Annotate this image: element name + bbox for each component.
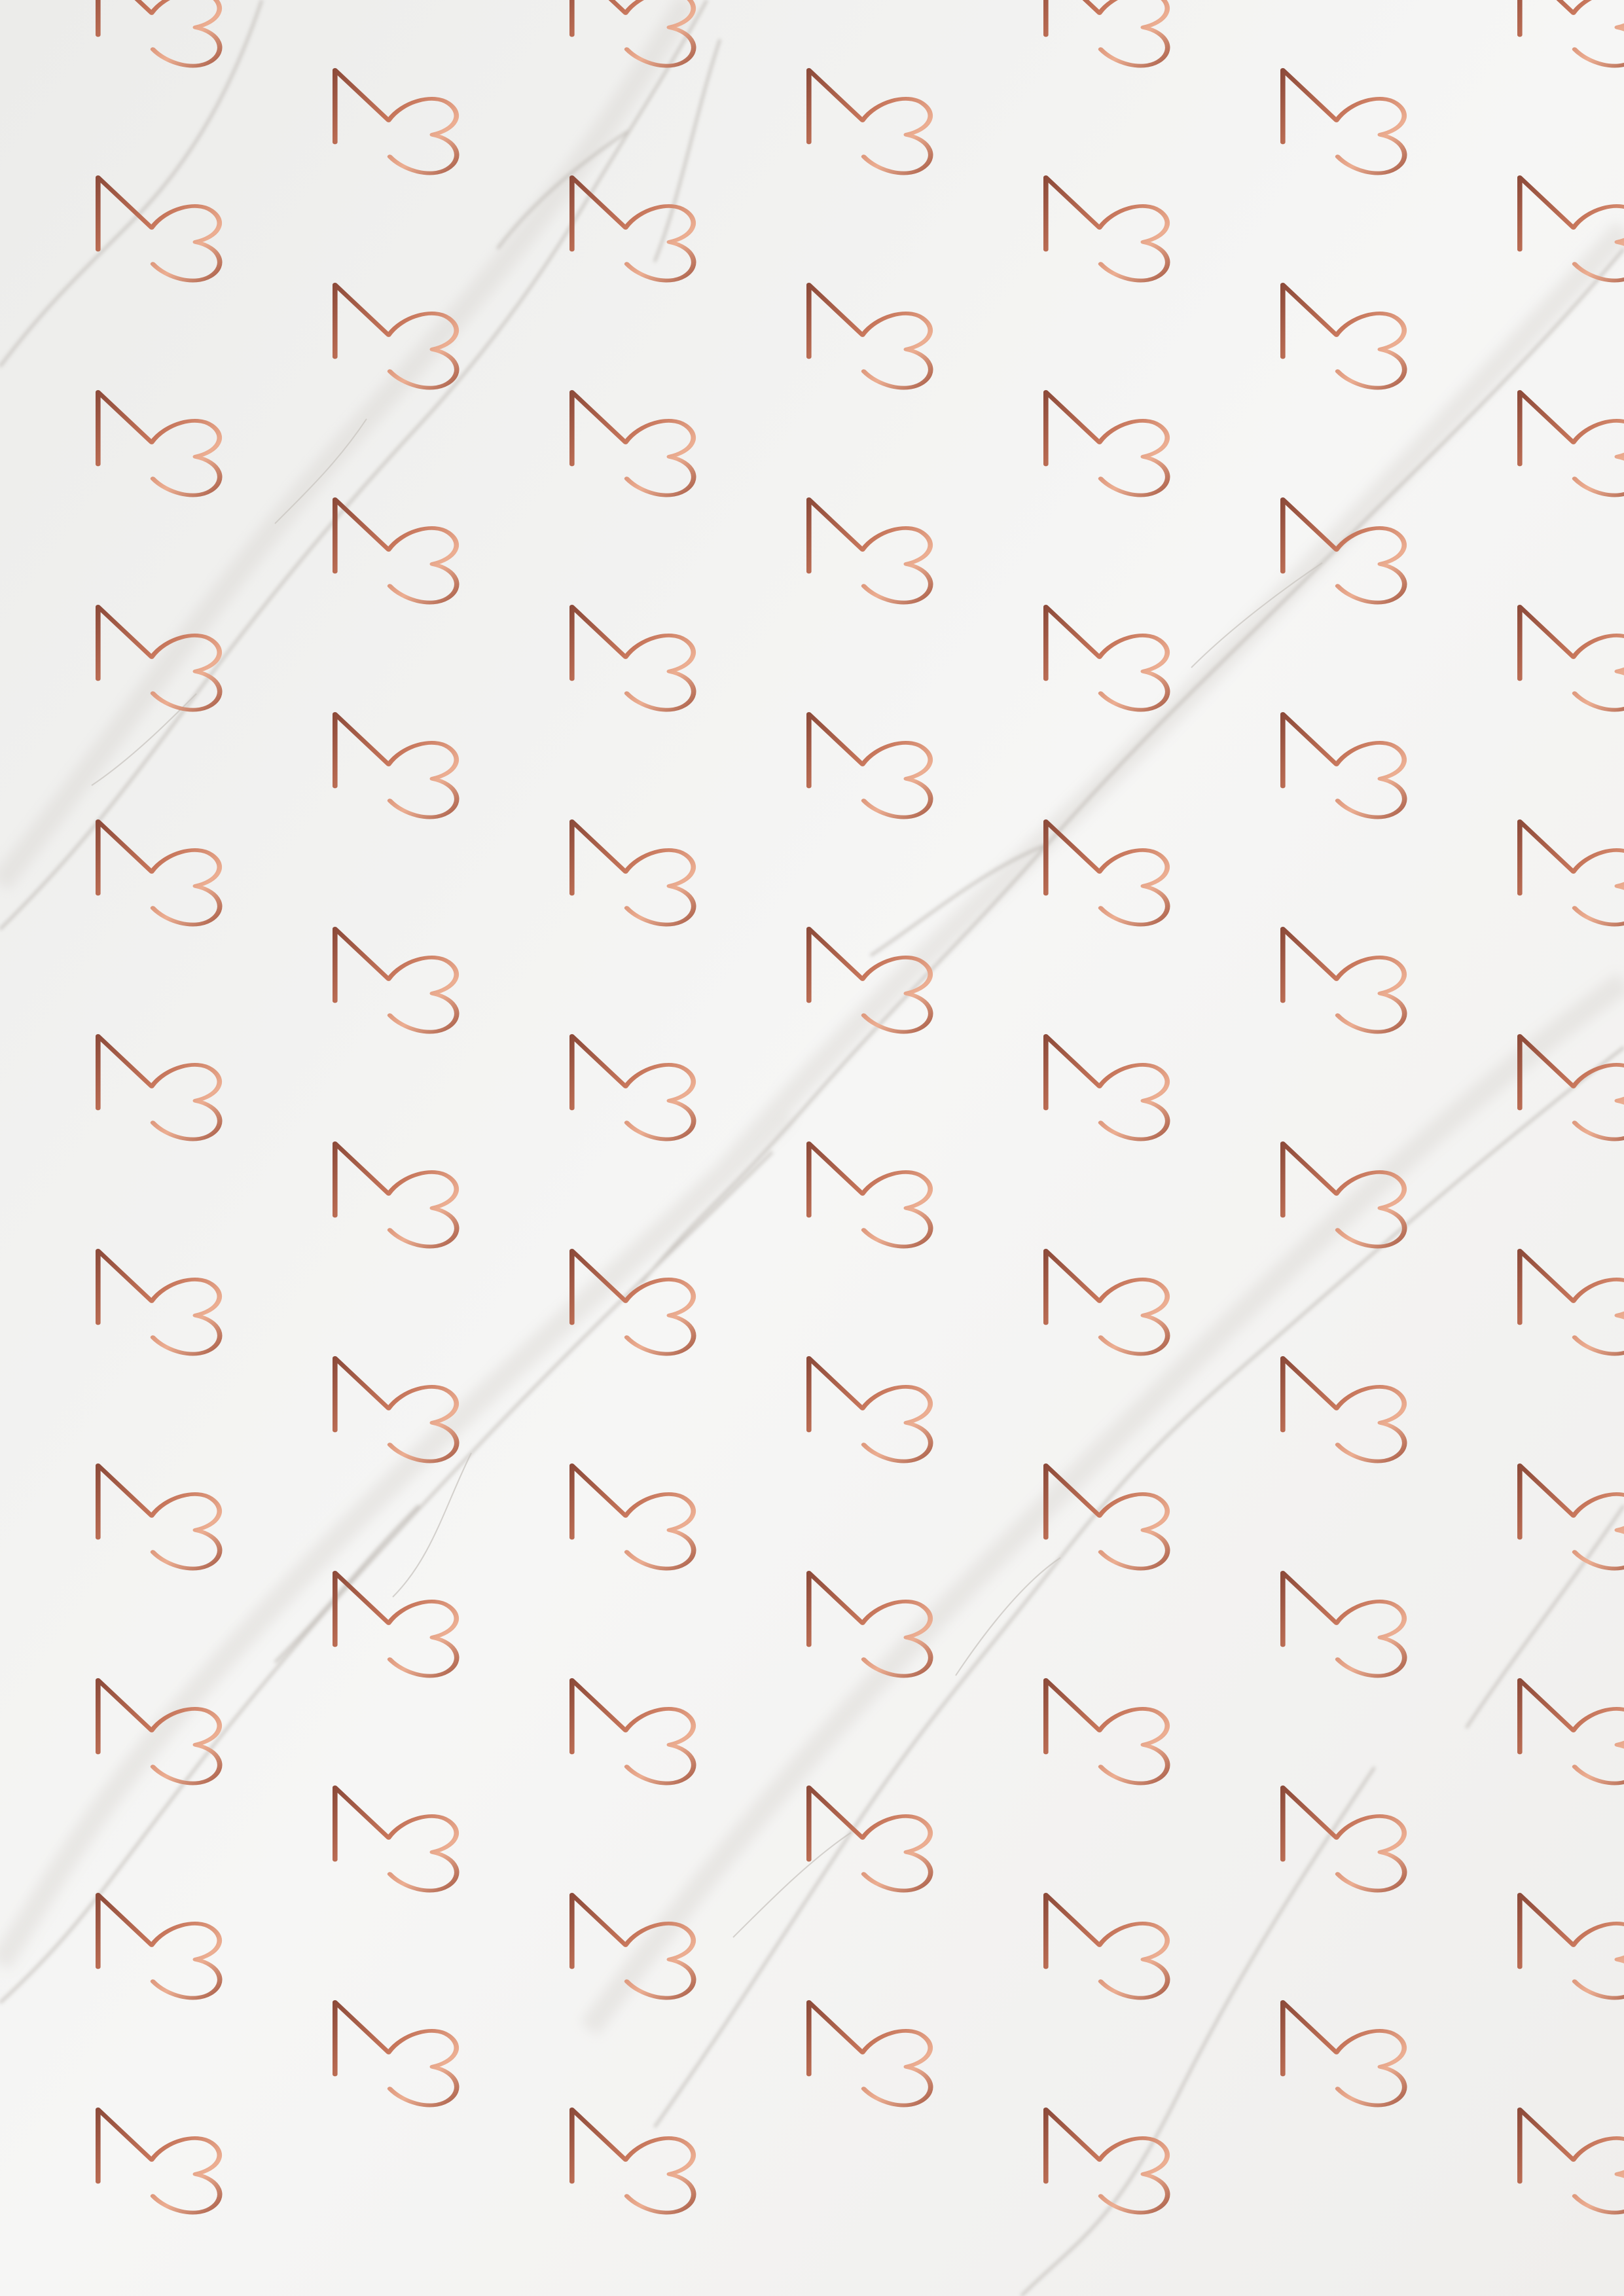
m3-monogram-icon [335,70,457,173]
m3-monogram-icon [1283,1787,1405,1891]
m3-monogram-icon [98,1465,220,1569]
m3-monogram-icon [809,714,931,817]
m3-monogram-icon [1283,499,1405,603]
m3-monogram-icon [1520,177,1624,281]
m3-monogram-icon [572,2109,694,2213]
m3-monogram-icon [98,2109,220,2213]
m3-monogram-icon [335,929,457,1032]
m3-monogram-icon [1520,1895,1624,1998]
m3-monogram-icon [1283,1573,1405,1676]
m3-monogram-icon [1283,2002,1405,2106]
m3-monogram-icon [572,1465,694,1569]
m3-monogram-icon [335,2002,457,2106]
m3-monogram-icon [809,929,931,1032]
m3-monogram-icon [335,1787,457,1891]
m3-monogram-icon [1283,70,1405,173]
m3-monogram-icon [1046,2109,1168,2213]
m3-monogram-icon [98,1680,220,1784]
m3-monogram-icon [1046,1251,1168,1354]
m3-monogram-icon [1520,1251,1624,1354]
m3-monogram-icon [572,1251,694,1354]
m3-monogram-icon [809,1358,931,1462]
m3-monogram-icon [98,0,220,66]
m3-monogram-icon [1520,1680,1624,1784]
m3-monogram-icon [809,1573,931,1676]
m3-monogram-icon [1520,392,1624,495]
m3-monogram-icon [98,392,220,495]
m3-monogram-icon [335,285,457,388]
monogram-layer [98,0,1624,2213]
m3-monogram-icon [1520,821,1624,925]
m3-monogram-icon [1046,821,1168,925]
m3-monogram-icon [1046,1036,1168,1139]
m3-monogram-icon [1046,1465,1168,1569]
m3-monogram-icon [1283,714,1405,817]
m3-monogram-icon [1520,1036,1624,1139]
m3-monogram-icon [1283,1143,1405,1247]
m3-monogram-icon [335,1358,457,1462]
m3-monogram-icon [1046,1895,1168,1998]
m3-monogram-icon [335,499,457,603]
m3-monogram-icon [1283,929,1405,1032]
m3-monogram-icon [335,1143,457,1247]
marble-veins-fine [91,418,1323,1938]
m3-monogram-icon [809,2002,931,2106]
m3-monogram-icon [1046,0,1168,66]
m3-monogram-icon [1046,177,1168,281]
m3-monogram-icon [572,0,694,66]
m3-monogram-icon [1283,285,1405,388]
m3-monogram-icon [1046,392,1168,495]
m3-monogram-icon [572,821,694,925]
m3-monogram-icon [572,1680,694,1784]
m3-monogram-icon [335,1573,457,1676]
m3-monogram-icon [809,499,931,603]
m3-monogram-icon [1520,0,1624,66]
m3-monogram-icon [335,714,457,817]
m3-monogram-icon [1520,2109,1624,2213]
m3-monogram-icon [98,1251,220,1354]
m3-monogram-icon [572,1895,694,1998]
m3-monogram-icon [1046,607,1168,710]
m3-monogram-icon [1046,1680,1168,1784]
m3-monogram-icon [572,392,694,495]
m3-monogram-icon [809,70,931,173]
m3-monogram-icon [809,1787,931,1891]
m3-monogram-icon [1520,607,1624,710]
m3-monogram-icon [1283,1358,1405,1462]
m3-monogram-icon [809,285,931,388]
m3-monogram-icon [809,1143,931,1247]
m3-monogram-icon [572,177,694,281]
m3-monogram-icon [572,1036,694,1139]
m3-monogram-icon [98,1895,220,1998]
m3-monogram-icon [98,1036,220,1139]
m3-monogram-icon [98,607,220,710]
m3-monogram-icon [98,177,220,281]
m3-monogram-icon [572,607,694,710]
m3-monogram-icon [98,821,220,925]
m3-monogram-icon [1520,1465,1624,1569]
